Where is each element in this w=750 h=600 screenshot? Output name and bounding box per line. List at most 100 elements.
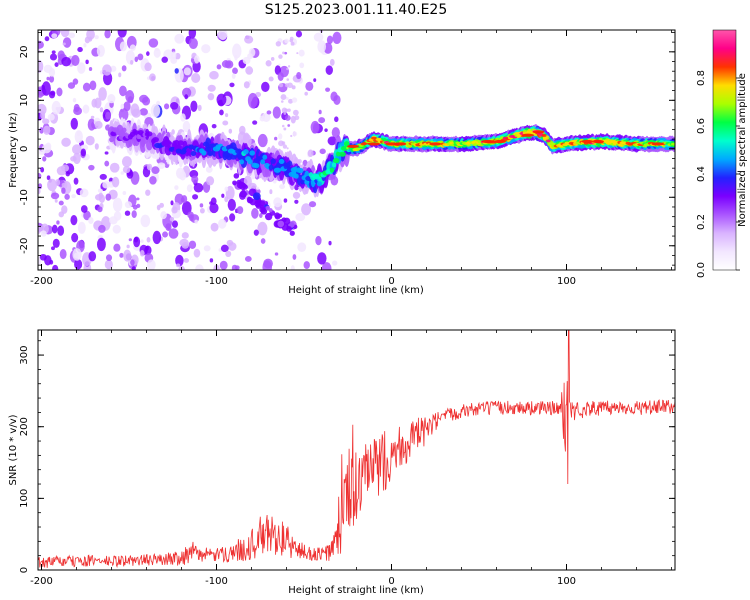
heatmap-branch-blob xyxy=(259,200,266,207)
heatmap-ridge-blob xyxy=(262,154,268,160)
heatmap-speckle xyxy=(139,108,148,116)
heatmap-speckle xyxy=(195,264,204,270)
heatmap-speckle xyxy=(218,30,228,40)
heatmap-speckle xyxy=(170,200,174,206)
x-tick-label: -200 xyxy=(30,276,53,287)
heatmap-speckle xyxy=(83,43,87,48)
heatmap-speckle xyxy=(295,30,303,38)
heatmap-speckle xyxy=(205,166,213,173)
heatmap-speckle xyxy=(123,249,132,262)
heatmap-speckle xyxy=(199,203,204,208)
heatmap-speckle xyxy=(190,100,198,112)
heatmap-speckle xyxy=(94,143,99,150)
heatmap-speckle xyxy=(82,104,90,114)
heatmap-speckle xyxy=(287,108,291,112)
heatmap-speckle xyxy=(111,176,120,188)
heatmap-speckle xyxy=(149,73,156,82)
heatmap-hotspot xyxy=(651,142,664,146)
heatmap-speckle xyxy=(290,134,293,138)
heatmap-speckle xyxy=(221,193,225,198)
heatmap-speckle xyxy=(284,108,289,113)
heatmap-speckle xyxy=(191,175,199,184)
heatmap-speckle xyxy=(263,258,273,269)
snr-marks xyxy=(38,330,675,568)
heatmap-speckle xyxy=(257,133,268,148)
heatmap-speckle xyxy=(57,225,65,236)
heatmap-speckle xyxy=(313,32,324,42)
heatmap-speckle xyxy=(161,56,169,63)
heatmap-speckle xyxy=(308,201,317,208)
heatmap-ridge-blob xyxy=(109,137,114,143)
heatmap-speckle xyxy=(170,102,179,110)
heatmap-speckle xyxy=(117,30,127,38)
heatmap-ridge-blob xyxy=(268,164,274,170)
heatmap-speckle xyxy=(54,62,59,67)
heatmap-speckle xyxy=(105,193,112,201)
heatmap-speckle xyxy=(86,30,95,40)
heatmap-speckle xyxy=(274,65,281,75)
heatmap-speckle xyxy=(188,30,197,39)
heatmap-speckle xyxy=(319,148,326,155)
heatmap-speckle xyxy=(216,93,227,106)
heatmap-speckle xyxy=(227,198,236,211)
heatmap-speckle xyxy=(181,242,189,249)
heatmap-speckle xyxy=(244,35,254,44)
heatmap-speckle xyxy=(219,109,224,116)
heatmap-speckle xyxy=(73,106,83,116)
heatmap-speckle xyxy=(44,255,52,266)
heatmap-ridge-blob xyxy=(172,150,177,156)
heatmap-speckle xyxy=(274,136,278,141)
heatmap-speckle xyxy=(102,64,112,76)
heatmap-speckle xyxy=(318,109,322,115)
x-tick-label: 100 xyxy=(557,576,576,587)
heatmap-speckle xyxy=(38,40,44,49)
heatmap-speckle xyxy=(83,210,91,221)
heatmap-speckle xyxy=(171,51,177,60)
heatmap-speckle xyxy=(174,52,181,60)
heatmap-ridge-blob xyxy=(239,159,245,165)
heatmap-speckle xyxy=(146,237,151,243)
heatmap-speckle xyxy=(259,213,263,218)
heatmap-speckle xyxy=(70,215,78,226)
heatmap-speckle xyxy=(305,81,314,92)
heatmap-speckle xyxy=(219,260,228,270)
heatmap-speckle xyxy=(96,44,105,57)
heatmap-ridge-blob xyxy=(270,158,276,164)
heatmap-speckle xyxy=(104,259,113,270)
heatmap-speckle xyxy=(283,127,287,131)
heatmap-speckle xyxy=(140,214,151,228)
heatmap-speckle xyxy=(51,100,61,115)
heatmap-speckle xyxy=(68,32,76,39)
heatmap-speckle xyxy=(294,115,300,121)
heatmap-speckle xyxy=(56,87,63,97)
heatmap-hotspot xyxy=(532,130,545,134)
heatmap-speckle xyxy=(201,44,211,54)
heatmap-speckle xyxy=(122,166,131,174)
heatmap-speckle xyxy=(273,179,277,184)
heatmap-speckle xyxy=(287,82,293,89)
x-tick-label: -100 xyxy=(205,576,228,587)
heatmap-speckle xyxy=(321,262,332,270)
heatmap-branch-blob xyxy=(239,190,247,198)
heatmap-speckle xyxy=(48,91,56,99)
heatmap-ridge-blob xyxy=(278,158,285,165)
heatmap-speckle xyxy=(287,65,291,68)
heatmap-speckle xyxy=(292,191,301,199)
heatmap-ridge-blob xyxy=(157,132,163,144)
heatmap-speckle xyxy=(278,133,283,140)
heatmap-speckle xyxy=(295,213,306,222)
heatmap-speckle xyxy=(133,236,141,248)
heatmap-speckle xyxy=(180,113,186,122)
heatmap-speckle xyxy=(60,164,70,172)
heatmap-speckle xyxy=(302,159,308,167)
heatmap-speckle xyxy=(89,80,97,91)
heatmap-ridge-blob xyxy=(316,181,322,187)
heatmap-speckle xyxy=(287,124,291,127)
heatmap-speckle xyxy=(144,62,152,72)
heatmap-speckle xyxy=(90,115,95,119)
heatmap-speckle xyxy=(325,65,333,75)
heatmap-ridge-blob xyxy=(548,142,553,146)
heatmap-speckle xyxy=(193,183,204,193)
heatmap-speckle xyxy=(140,239,144,243)
